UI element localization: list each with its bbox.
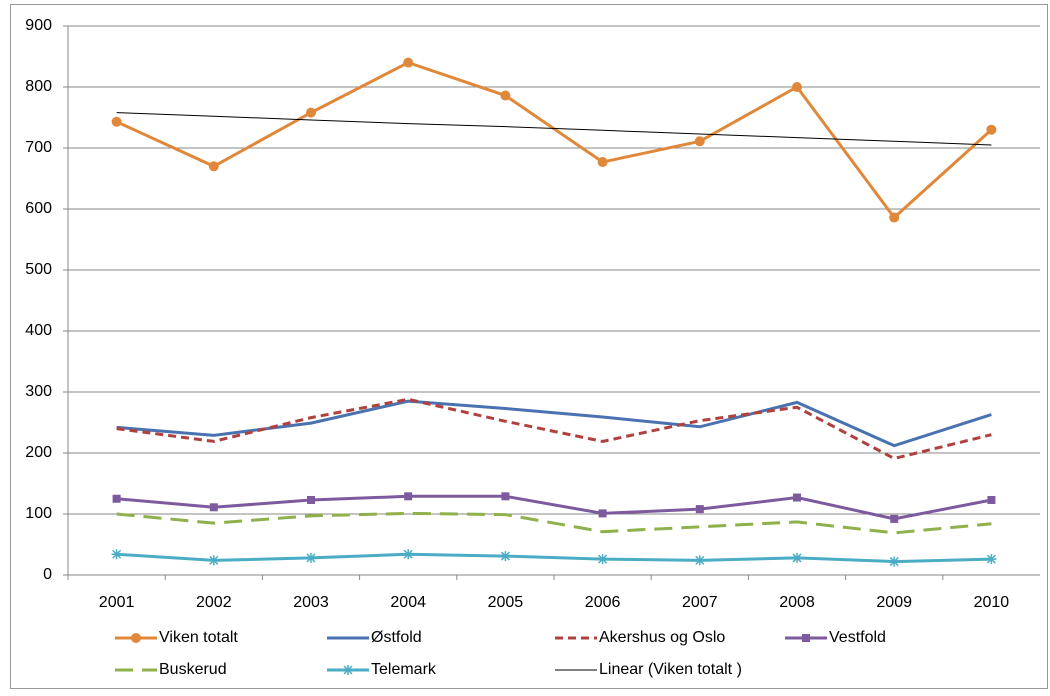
y-tick-label: 100 bbox=[25, 505, 52, 522]
marker bbox=[306, 107, 316, 118]
marker bbox=[208, 161, 219, 172]
legend-label: Østfold bbox=[371, 629, 422, 646]
y-tick-label: 500 bbox=[25, 261, 52, 278]
y-tick-label: 0 bbox=[43, 566, 52, 583]
x-tick-label: 2004 bbox=[390, 594, 426, 611]
legend-label: Akershus og Oslo bbox=[599, 629, 725, 646]
y-tick-label: 400 bbox=[25, 322, 52, 339]
marker bbox=[597, 554, 608, 565]
chart-border bbox=[10, 4, 1048, 689]
x-tick-label: 2010 bbox=[974, 594, 1010, 611]
marker bbox=[403, 57, 414, 68]
marker bbox=[694, 555, 705, 566]
marker bbox=[987, 495, 996, 504]
x-tick-label: 2003 bbox=[293, 594, 329, 611]
marker bbox=[131, 633, 141, 643]
y-tick-label: 300 bbox=[25, 383, 52, 400]
marker bbox=[986, 554, 997, 565]
legend-label: Viken totalt bbox=[159, 629, 238, 646]
series-line bbox=[116, 552, 992, 564]
x-tick-label: 2008 bbox=[779, 594, 815, 611]
marker bbox=[986, 124, 997, 135]
series-line bbox=[116, 494, 992, 521]
x-tick-label: 2009 bbox=[876, 594, 912, 611]
marker bbox=[307, 495, 315, 504]
marker bbox=[208, 555, 219, 566]
legend-label: Buskerud bbox=[159, 661, 227, 678]
legend-label: Linear (Viken totalt ) bbox=[599, 661, 742, 678]
marker bbox=[802, 634, 810, 642]
marker bbox=[695, 505, 704, 514]
marker bbox=[889, 212, 900, 223]
y-tick-label: 800 bbox=[25, 78, 52, 95]
marker bbox=[890, 514, 899, 523]
marker bbox=[306, 552, 316, 563]
x-tick-label: 2007 bbox=[682, 594, 718, 611]
marker bbox=[694, 136, 705, 147]
x-tick-label: 2005 bbox=[488, 594, 524, 611]
series-line bbox=[116, 397, 992, 461]
marker bbox=[403, 549, 414, 560]
marker bbox=[111, 116, 122, 127]
marker bbox=[597, 157, 608, 168]
marker bbox=[792, 82, 802, 92]
marker bbox=[343, 665, 353, 675]
marker bbox=[792, 552, 802, 563]
x-tick-label: 2006 bbox=[585, 594, 621, 611]
marker bbox=[111, 549, 122, 560]
marker bbox=[500, 551, 511, 562]
x-tick-label: 2002 bbox=[196, 594, 232, 611]
legend-label: Telemark bbox=[371, 661, 437, 678]
marker bbox=[112, 494, 121, 503]
marker bbox=[598, 509, 607, 518]
marker bbox=[889, 556, 900, 567]
x-tick-label: 2001 bbox=[99, 594, 135, 611]
marker bbox=[500, 90, 511, 101]
marker bbox=[404, 492, 413, 501]
y-tick-label: 700 bbox=[25, 139, 52, 156]
y-tick-label: 200 bbox=[25, 444, 52, 461]
y-tick-label: 600 bbox=[25, 200, 52, 217]
marker bbox=[501, 492, 510, 501]
y-tick-label: 900 bbox=[25, 17, 52, 34]
legend-label: Vestfold bbox=[829, 629, 886, 646]
marker bbox=[793, 493, 801, 502]
series-line bbox=[116, 112, 992, 146]
marker bbox=[209, 503, 218, 512]
series-line bbox=[116, 511, 992, 535]
